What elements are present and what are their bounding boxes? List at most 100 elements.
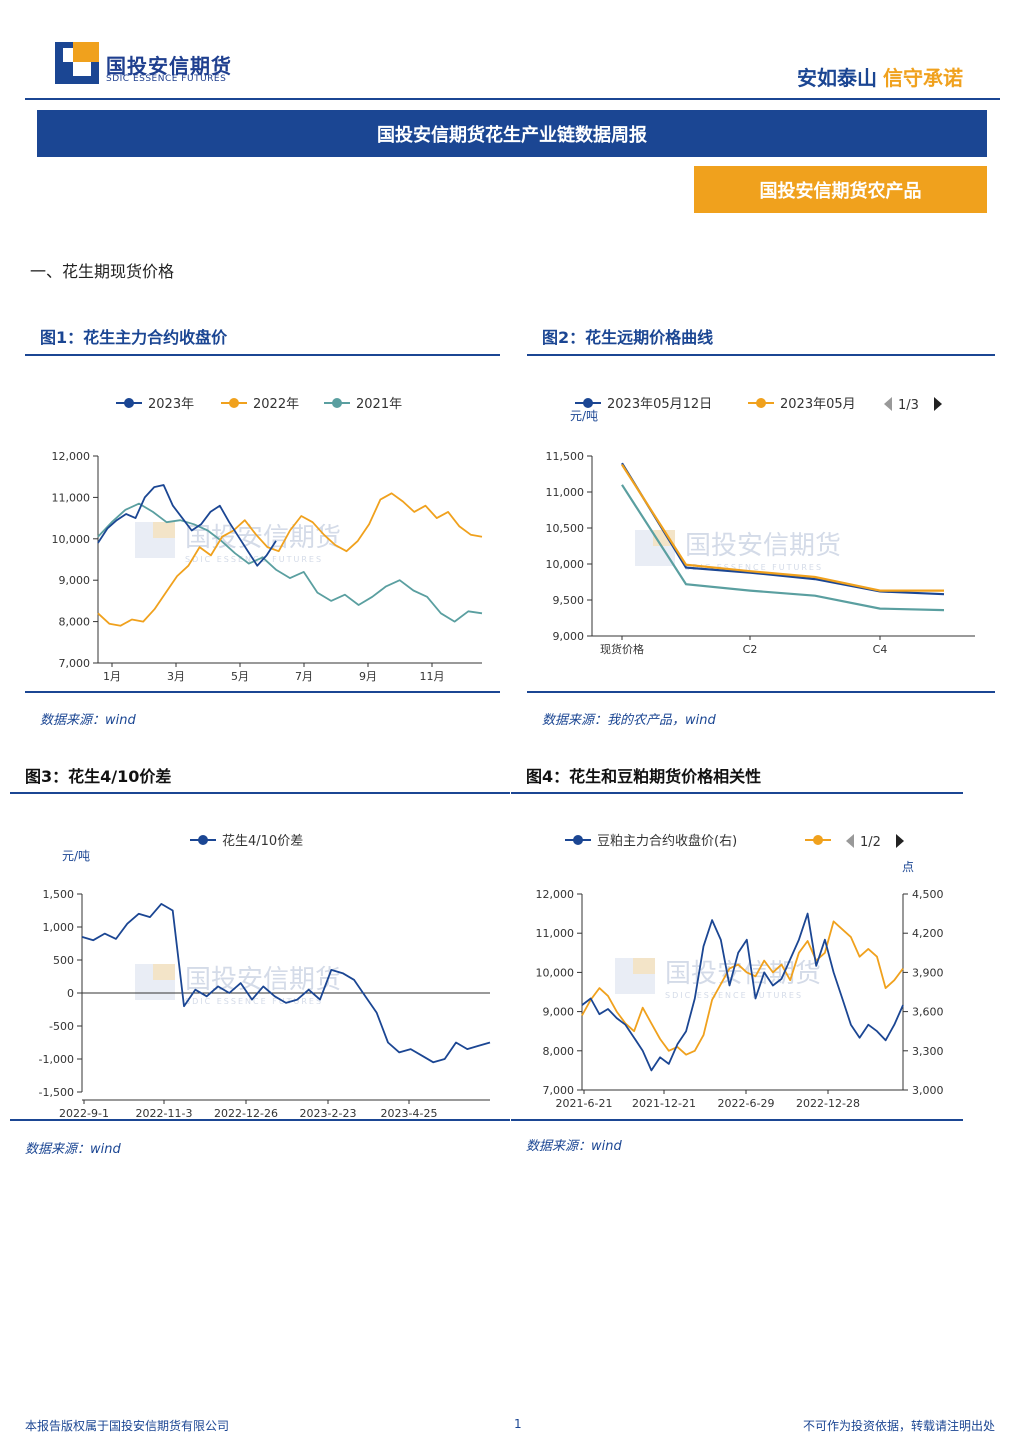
watermark-logo-accent — [653, 530, 675, 546]
company-logo — [55, 42, 99, 84]
chart2-series-1 — [621, 464, 944, 592]
chart3-y-tick-label: 0 — [67, 987, 74, 1000]
figure-1-top-rule — [25, 354, 500, 356]
chart4-y-right-tick-label: 3,900 — [912, 966, 944, 979]
chart1-y-tick-label: 9,000 — [59, 574, 91, 587]
chart1-x-tick-label: 1月 — [103, 670, 121, 683]
chart3-y-tick-label: -500 — [49, 1020, 74, 1033]
chart3-y-tick-label: -1,000 — [39, 1053, 74, 1066]
chart4-x-tick-label: 2021-6-21 — [556, 1097, 613, 1110]
slogan-part-2: 信守承诺 — [883, 66, 963, 90]
chart3-legend-swatch-dot — [198, 835, 208, 845]
figure-1-title: 图1：花生主力合约收盘价 — [40, 328, 228, 347]
watermark-text: 国投安信期货 — [185, 965, 341, 995]
chart1-y-tick-label: 10,000 — [52, 533, 91, 546]
chart2-series-2 — [621, 484, 945, 612]
chart1-series-2022 — [97, 492, 483, 627]
chart2-y-tick-label: 10,500 — [546, 522, 585, 535]
chart4-y-left-tick-label: 12,000 — [536, 888, 575, 901]
chart4-x-tick-label: 2022-12-28 — [796, 1097, 860, 1110]
slogan-part-1: 安如泰山 — [797, 66, 877, 90]
chart1-y-tick-label: 8,000 — [59, 616, 91, 629]
chart2-legend-spot-swatch-dot — [583, 398, 593, 408]
chart2-x-tick-label: 现货价格 — [600, 642, 644, 656]
figure-3-source: 数据来源：wind — [25, 1142, 121, 1157]
chart1-series-2023 — [97, 484, 277, 567]
chart4-legend-pager-text: 1/2 — [860, 835, 881, 850]
chart2-y-tick-label: 9,500 — [553, 594, 585, 607]
chart4-y-right-tick-label: 3,000 — [912, 1084, 944, 1097]
chart4-series-peanut — [581, 920, 904, 1056]
watermark-text-en: SDIC ESSENCE FUTURES — [185, 555, 323, 564]
chart2-y-tick-label: 11,500 — [546, 450, 585, 463]
chart2-series-0 — [621, 462, 945, 596]
figure-2-source: 数据来源：我的农产品，wind — [542, 713, 716, 728]
figure-4-title: 图4：花生和豆粕期货价格相关性 — [526, 767, 762, 786]
logo-chinese-name: 国投安信期货 — [106, 54, 232, 78]
watermark-text: 国投安信期货 — [185, 523, 341, 553]
chart4-y-left-tick-label: 11,000 — [536, 927, 575, 940]
header-divider — [25, 98, 1000, 100]
chart2-x-tick-label: C2 — [743, 643, 758, 656]
chart4-y-right-tick-label: 3,300 — [912, 1045, 944, 1058]
watermark-logo — [635, 530, 675, 566]
chart4-series-soymeal — [581, 912, 904, 1072]
chart1-x-tick-label: 7月 — [295, 670, 313, 683]
figure-1-source: 数据来源：wind — [40, 713, 136, 728]
chart2-legend-pager-prev-icon — [884, 397, 892, 411]
chart4-y-left-tick-label: 10,000 — [536, 966, 575, 979]
watermark-logo-accent — [153, 522, 175, 538]
watermark-text: 国投安信期货 — [685, 531, 841, 561]
chart1-x-tick-label: 3月 — [167, 670, 185, 683]
watermark-logo — [135, 522, 175, 558]
footer-disclaimer: 不可作为投资依据，转载请注明出处 — [802, 1419, 995, 1433]
chart1-legend-2023-swatch-dot — [124, 398, 134, 408]
watermark-text: 国投安信期货 — [665, 959, 821, 989]
chart3-y-tick-label: -1,500 — [39, 1086, 74, 1099]
chart2-x-tick-label: C4 — [873, 643, 888, 656]
chart4-legend-soymeal-swatch-dot — [573, 835, 583, 845]
watermark-text-en: SDIC ESSENCE FUTURES — [185, 997, 323, 1006]
chart4-y-right-tick-label: 4,500 — [912, 888, 944, 901]
watermark-logo-accent — [633, 958, 655, 974]
chart1-x-tick-label: 11月 — [420, 670, 445, 683]
chart4-legend-pager-prev-icon — [846, 834, 854, 848]
chart2-legend-pager-next-icon — [934, 397, 942, 411]
figure-3-title: 图3：花生4/10价差 — [25, 767, 172, 786]
chart2-legend-month-label: 2023年05月 — [780, 397, 856, 412]
logo-english-name: SDIC ESSENCE FUTURES — [106, 74, 227, 84]
footer-copyright: 本报告版权属于国投安信期货有限公司 — [25, 1419, 230, 1433]
category-tag: 国投安信期货农产品 — [694, 166, 987, 213]
figure-2-top-rule — [527, 354, 995, 356]
figure-4-bottom-rule — [511, 1119, 963, 1121]
chart1-y-tick-label: 7,000 — [59, 657, 91, 670]
chart1-series-2021 — [97, 502, 483, 623]
chart1-y-tick-label: 11,000 — [52, 491, 91, 504]
figure-4-top-rule — [511, 792, 963, 794]
chart2-y-label: 元/吨 — [570, 409, 598, 423]
chart2-y-tick-label: 10,000 — [546, 558, 585, 571]
chart1-legend-2022-label: 2022年 — [253, 397, 299, 412]
chart2-legend-pager-text: 1/3 — [898, 398, 919, 413]
watermark-text-en: SDIC ESSENCE FUTURES — [665, 991, 803, 1000]
watermark-logo-accent — [153, 964, 175, 980]
slogan: 安如泰山 信守承诺 — [797, 62, 963, 91]
chart3-legend-label: 花生4/10价差 — [222, 833, 303, 849]
figure-1-bottom-rule — [25, 691, 500, 693]
report-title-banner: 国投安信期货花生产业链数据周报 — [37, 110, 987, 157]
page-number: 1 — [514, 1417, 522, 1431]
chart1-legend-2023-label: 2023年 — [148, 397, 194, 412]
section-heading: 一、花生期现货价格 — [30, 262, 175, 281]
chart4-y-right-tick-label: 4,200 — [912, 927, 944, 940]
chart4-y2-label: 点 — [902, 860, 914, 874]
chart4-legend-soymeal-label: 豆粕主力合约收盘价(右) — [597, 833, 737, 849]
chart1-x-tick-label: 9月 — [359, 670, 377, 683]
chart1-y-tick-label: 12,000 — [52, 450, 91, 463]
chart4-x-tick-label: 2022-6-29 — [718, 1097, 775, 1110]
chart3-y-tick-label: 1,000 — [43, 921, 75, 934]
watermark-logo — [135, 964, 175, 1000]
chart4-y-right-tick-label: 3,600 — [912, 1006, 944, 1019]
chart1-legend-2022-swatch-dot — [229, 398, 239, 408]
chart4-y-left-tick-label: 7,000 — [543, 1084, 575, 1097]
